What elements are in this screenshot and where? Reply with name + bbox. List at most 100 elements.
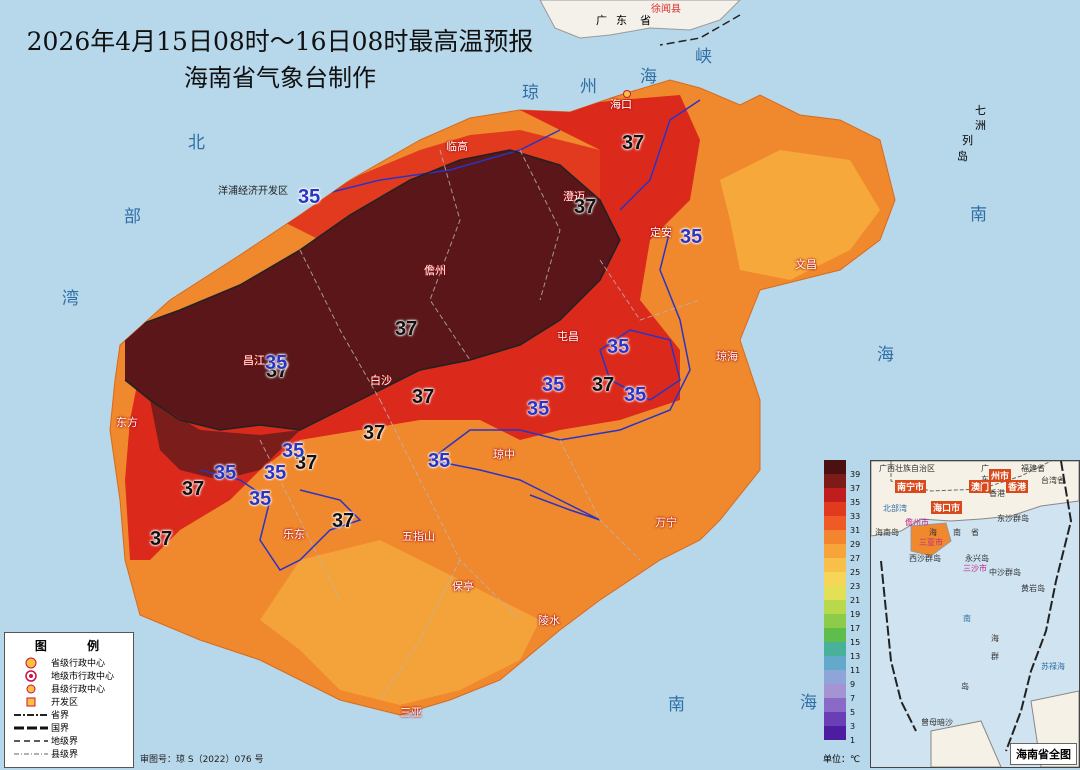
color-scale-tick: 19	[850, 610, 861, 619]
sea-label: 海	[640, 67, 657, 87]
isotherm-label-37: 37	[395, 318, 418, 340]
sea-label: 部	[124, 207, 141, 227]
legend-item: 省级行政中心	[5, 656, 133, 669]
inset-label: 东	[981, 474, 989, 485]
isotherm-label-37: 37	[266, 360, 289, 382]
color-scale-swatch	[824, 726, 846, 740]
inset-label: 永兴岛	[965, 554, 989, 563]
city-label: 乐东	[283, 528, 305, 541]
color-scale-tick: 27	[850, 554, 861, 563]
legend-item: 省界	[5, 708, 133, 721]
island-label: 洲	[975, 119, 986, 132]
temp-zone-38	[150, 400, 300, 480]
inset-label: 曾母暗沙	[921, 718, 953, 727]
mainland-label: 省	[640, 14, 651, 27]
isotherm-35	[428, 99, 701, 521]
city-label: 文昌	[795, 258, 817, 271]
color-scale-swatch	[824, 530, 846, 545]
legend-label: 地级界	[51, 737, 79, 747]
color-scale-tick: 13	[850, 652, 861, 661]
inset-label: 西沙群岛	[909, 554, 941, 563]
inset-label: 南	[953, 528, 961, 537]
sea-label: 南	[970, 205, 987, 225]
map-title: 2026年4月15日08时～16日08时最高温预报	[26, 27, 534, 56]
legend-item: 县级行政中心	[5, 682, 133, 695]
legend-label: 县级界	[51, 750, 79, 760]
city-dot	[623, 90, 631, 98]
isotherm-label-37: 37	[363, 422, 386, 444]
sea-label: 州	[580, 77, 597, 97]
sea-label: 北	[188, 133, 205, 153]
inset-label: 福建省	[1021, 464, 1045, 473]
sea-label: 海	[800, 693, 817, 713]
inset-label: 苏禄海	[1041, 662, 1065, 671]
isotherm-35	[599, 329, 681, 401]
inset-label: 黄岩岛	[1021, 584, 1045, 593]
inset-city: 南宁市	[895, 480, 927, 493]
color-scale-swatch	[824, 488, 846, 503]
approval-number: 审图号：琼 S（2022）076 号	[140, 755, 264, 765]
city-label: 琼海	[716, 350, 738, 363]
island-label: 岛	[957, 150, 968, 163]
inset-map: 广西壮族自治区 广 东 福建省 台湾省 香港 北部湾 海南岛 海 南 省 东沙群…	[870, 460, 1080, 768]
inset-label: 中沙群岛	[989, 568, 1021, 577]
legend-label: 县级行政中心	[51, 685, 106, 695]
isotherm-label-35: 35	[264, 462, 287, 484]
isotherm-label-35: 35	[607, 336, 630, 358]
color-scale-tick: 17	[850, 624, 861, 633]
dev-zone-label: 洋浦经济开发区	[218, 186, 288, 197]
isotherm-label-37: 37	[574, 196, 597, 218]
city-label: 琼中	[493, 448, 515, 461]
isotherm-label-35: 35	[680, 226, 703, 248]
isotherm-label-35: 35	[527, 398, 550, 420]
city-label: 三亚	[400, 706, 422, 719]
inset-label: 海	[991, 634, 999, 643]
isotherm-label-37: 37	[182, 478, 205, 500]
national-line-icon	[11, 725, 51, 731]
color-scale-swatch	[824, 670, 846, 685]
legend-item: 县级界	[5, 747, 133, 760]
city-label: 屯昌	[557, 330, 579, 343]
color-scale-swatch	[824, 502, 846, 517]
isotherm-label-35: 35	[624, 384, 647, 406]
inset-label: 东沙群岛	[997, 514, 1029, 523]
color-scale-swatch	[824, 572, 846, 587]
color-scale-tick: 15	[850, 638, 861, 647]
inset-city-pink: 三亚市	[919, 538, 943, 547]
city-label: 保亭	[452, 580, 474, 593]
legend-item: 地级界	[5, 734, 133, 747]
city-label: 儋州	[424, 264, 446, 277]
city-label: 白沙	[370, 374, 392, 387]
color-scale-tick: 33	[850, 512, 861, 521]
sea-label: 海	[877, 345, 894, 365]
inset-label: 省	[971, 528, 979, 537]
color-scale-swatch	[824, 516, 846, 531]
inset-city: 香港	[1006, 480, 1029, 493]
inset-label: 南	[963, 614, 971, 623]
legend-label: 开发区	[51, 698, 79, 708]
map-legend: 图 例 省级行政中心 地级市行政中心 县级行政中心 开发区 省界 国界 地级界	[4, 632, 134, 768]
color-scale-tick: 11	[850, 666, 861, 675]
inset-title: 海南省全图	[1010, 743, 1077, 765]
color-scale-swatch	[824, 628, 846, 643]
color-scale-swatch	[824, 698, 846, 713]
isotherm-35	[299, 129, 561, 201]
province-line-icon	[11, 712, 51, 718]
color-scale-tick: 25	[850, 568, 861, 577]
color-scale-swatch	[824, 460, 846, 475]
inset-city: 海口市	[931, 501, 963, 514]
city-line-icon	[11, 738, 51, 744]
isotherm-label-37: 37	[622, 132, 645, 154]
color-scale-swatch	[824, 614, 846, 629]
color-scale-tick: 31	[850, 526, 861, 535]
isotherm-label-35: 35	[265, 352, 288, 374]
inset-label: 海	[929, 528, 937, 537]
color-scale-swatch	[824, 474, 846, 489]
color-scale-tick: 7	[850, 694, 856, 703]
isotherm-label-35: 35	[282, 440, 305, 462]
color-scale-swatch	[824, 656, 846, 671]
isotherm-label-37: 37	[295, 452, 318, 474]
sea-label: 湾	[62, 289, 79, 309]
city-label: 陵水	[538, 614, 560, 627]
mainland-label: 广	[596, 14, 607, 27]
